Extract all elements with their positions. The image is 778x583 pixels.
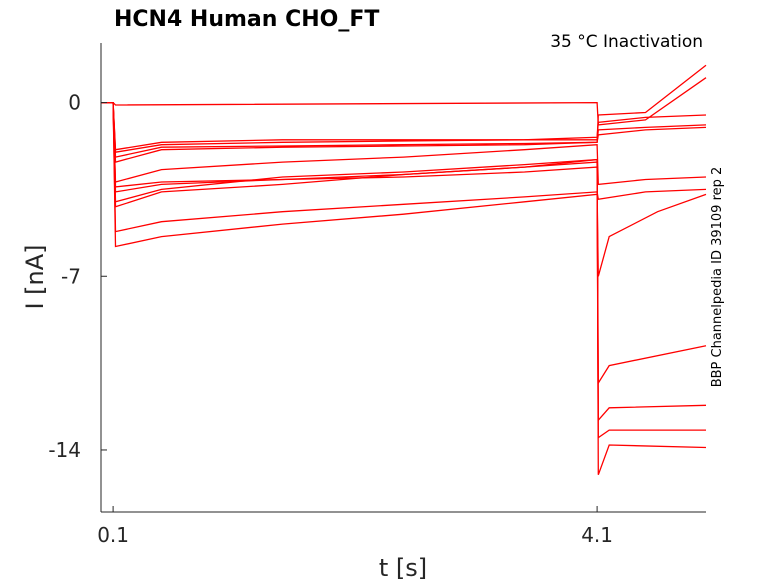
axes xyxy=(100,43,706,513)
y-axis-label: I [nA] xyxy=(21,244,49,309)
chart-subtitle: 35 °C Inactivation xyxy=(550,32,703,52)
y-ticks: 0 -7 -14 xyxy=(48,91,107,462)
y-tick-label: -7 xyxy=(61,264,81,288)
dataset-id-label: BBP Channelpedia ID 39109 rep 2 xyxy=(710,167,725,388)
trace-group xyxy=(101,64,707,476)
x-ticks: 0.1 4.1 xyxy=(97,506,613,547)
y-tick-label: -14 xyxy=(48,438,81,462)
current-trace-3 xyxy=(101,101,707,422)
y-tick-label: 0 xyxy=(68,91,81,115)
current-trace-2 xyxy=(101,101,706,439)
x-axis-label: t [s] xyxy=(379,554,427,582)
current-trace-6 xyxy=(101,101,707,233)
current-trace-8 xyxy=(101,101,707,163)
chart-title: HCN4 Human CHO_FT xyxy=(114,7,379,32)
x-tick-label: 0.1 xyxy=(97,523,129,547)
current-trace-12 xyxy=(101,77,707,126)
current-trace-1 xyxy=(101,101,707,476)
current-trace-11 xyxy=(101,64,707,151)
x-tick-label: 4.1 xyxy=(581,523,613,547)
